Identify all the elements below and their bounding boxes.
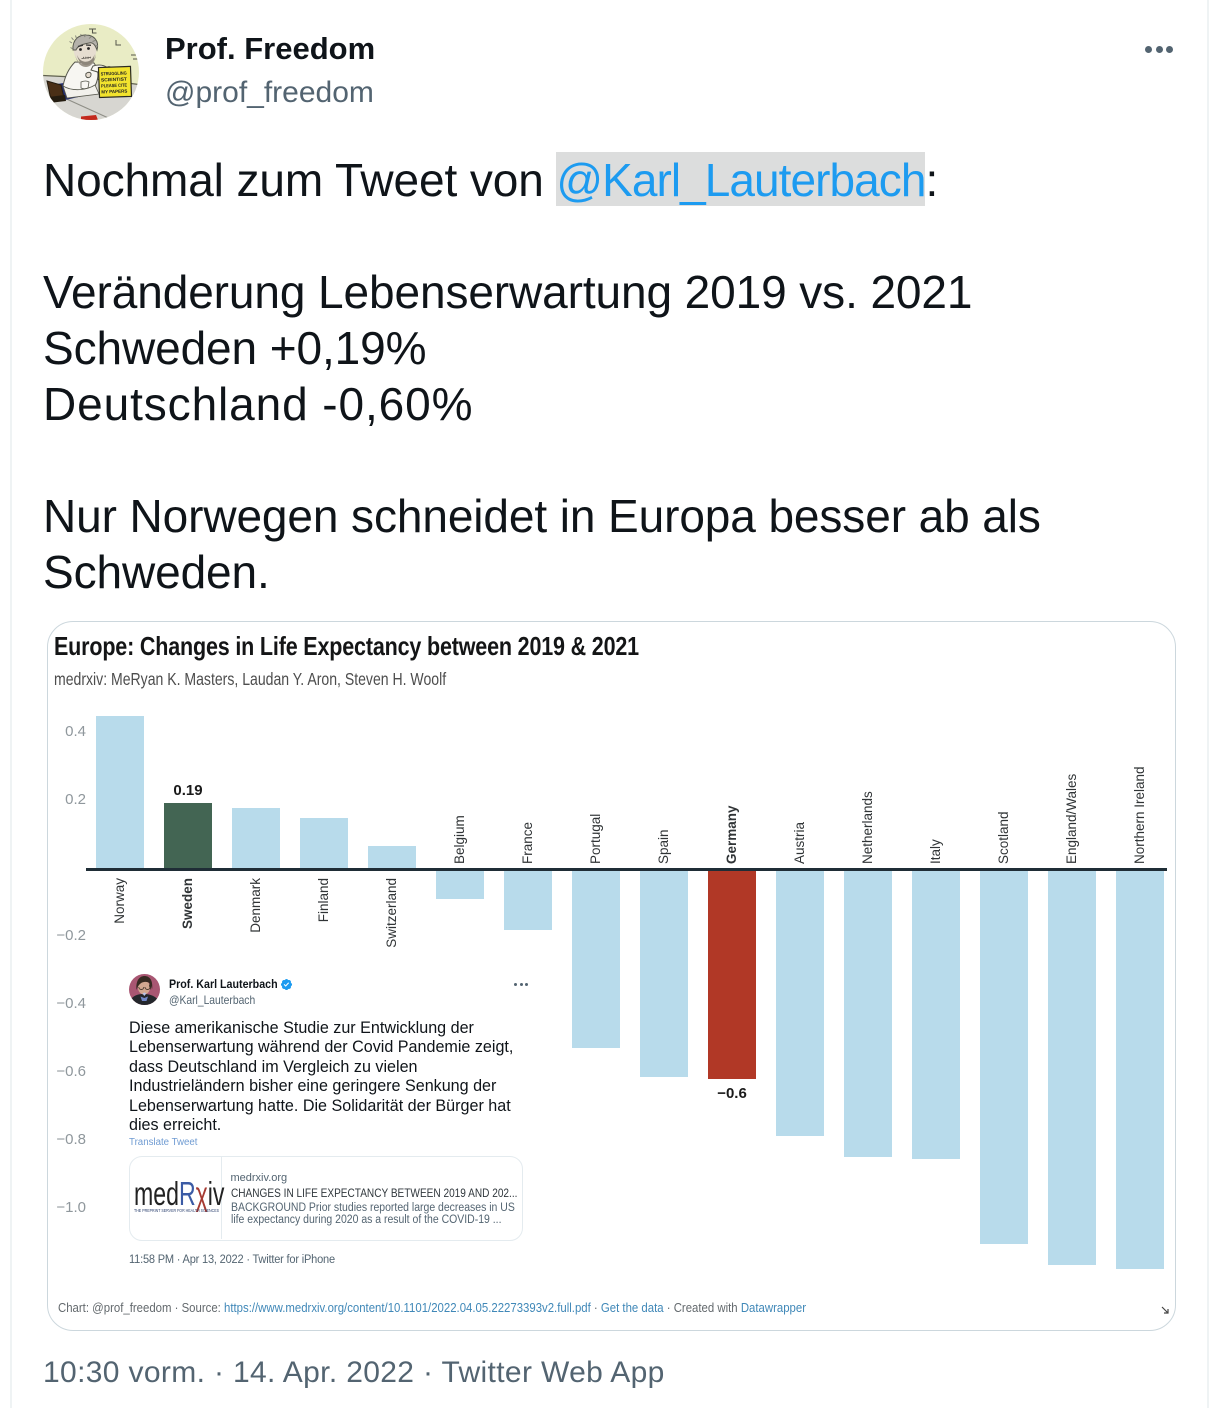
svg-text:PLEASE CITE: PLEASE CITE [101, 83, 127, 89]
svg-text:SCIENTIST: SCIENTIST [101, 77, 127, 83]
svg-text:MY PAPERS: MY PAPERS [101, 89, 127, 95]
svg-text:STRUGGLING: STRUGGLING [101, 71, 128, 77]
